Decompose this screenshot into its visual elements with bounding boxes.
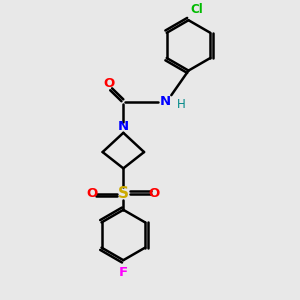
Text: N: N bbox=[118, 120, 129, 134]
Text: N: N bbox=[159, 95, 170, 108]
Text: O: O bbox=[149, 187, 160, 200]
Text: F: F bbox=[119, 266, 128, 278]
Text: O: O bbox=[87, 187, 98, 200]
Text: Cl: Cl bbox=[190, 3, 203, 16]
Text: H: H bbox=[177, 98, 186, 111]
Text: S: S bbox=[118, 186, 129, 201]
Text: O: O bbox=[103, 77, 114, 90]
